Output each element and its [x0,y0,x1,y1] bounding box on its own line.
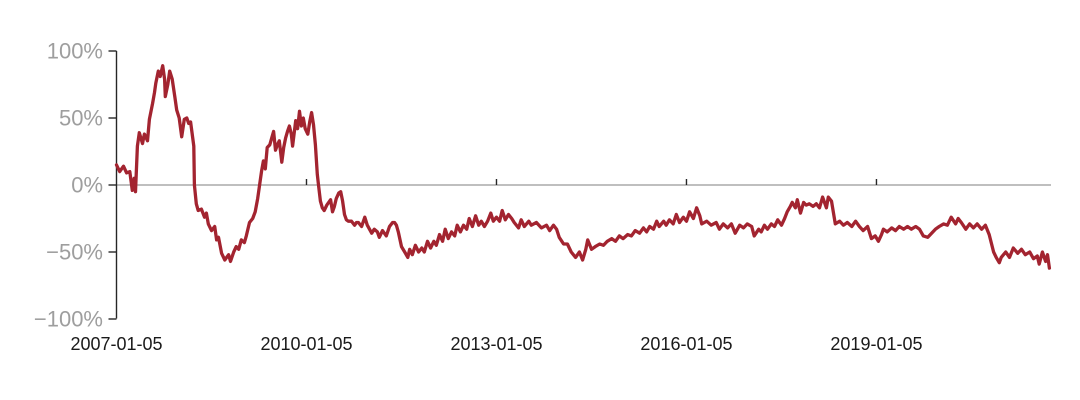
y-tick-label: −50% [46,240,103,265]
x-tick-label: 2010-01-05 [260,334,352,354]
y-tick-label: −100% [34,307,103,332]
x-tick-label: 2019-01-05 [830,334,922,354]
x-tick-label: 2007-01-05 [70,334,162,354]
y-tick-label: 50% [59,106,103,131]
y-tick-label: 100% [47,39,103,64]
x-tick-label: 2016-01-05 [640,334,732,354]
series-path-cumulative-return [114,64,1052,270]
y-tick-label: 0% [71,173,103,198]
x-tick-label: 2013-01-05 [450,334,542,354]
